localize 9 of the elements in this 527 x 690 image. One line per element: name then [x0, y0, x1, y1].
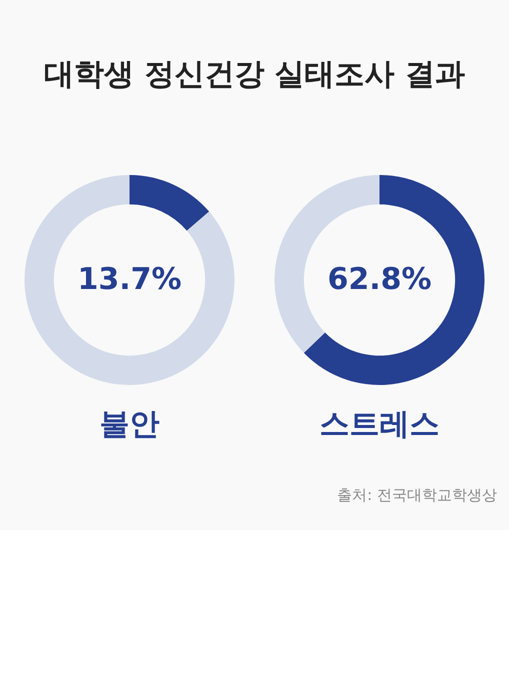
donut-slice	[304, 175, 484, 385]
text: 스트레스	[320, 407, 440, 442]
donut-slice	[24, 175, 234, 385]
text: 불안	[100, 407, 160, 442]
data-label: 62.8%	[327, 262, 432, 297]
chart-title: 대학생 정신건강 실태조사 결과	[44, 57, 466, 92]
data-label: 13.7%	[77, 262, 182, 297]
donut-slice	[130, 175, 210, 231]
source-note: 출처: 전국대학교학생상	[337, 486, 497, 504]
